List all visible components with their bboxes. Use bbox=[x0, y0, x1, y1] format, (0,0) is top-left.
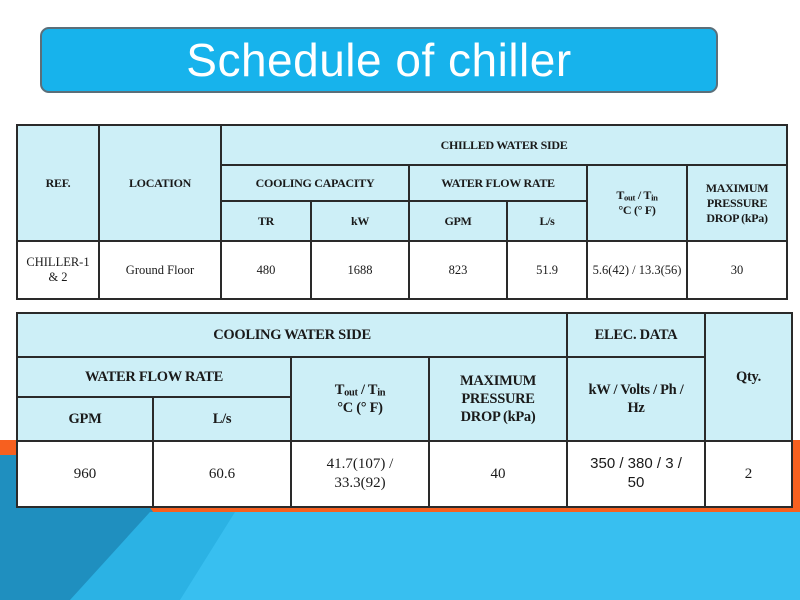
cell-temp-2: 41.7(107) / 33.3(92) bbox=[290, 440, 430, 508]
cooling-water-side-header: COOLING WATER SIDE bbox=[15, 312, 569, 358]
chilled-water-table: REF. LOCATION CHILLED WATER SIDE COOLING… bbox=[16, 124, 789, 300]
water-flow-rate-header: WATER FLOW RATE bbox=[408, 164, 588, 202]
cell-temp: 5.6(42) / 13.3(56) bbox=[586, 240, 688, 300]
qty-header: Qty. bbox=[704, 312, 794, 442]
unit-kw: kW bbox=[310, 200, 410, 242]
max-pressure-header: MAXIMUM PRESSURE DROP (kPa) bbox=[685, 164, 789, 242]
unit-tr: TR bbox=[220, 200, 312, 242]
cell-qty: 2 bbox=[704, 440, 794, 508]
cell-pressure-2: 40 bbox=[427, 440, 569, 508]
cell-gpm-2: 960 bbox=[16, 440, 154, 508]
cell-kw: 1688 bbox=[310, 240, 410, 300]
cooling-water-table: COOLING WATER SIDE ELEC. DATA Qty. WATER… bbox=[15, 312, 794, 508]
ref-header: REF. bbox=[16, 124, 100, 242]
cell-elec: 350 / 380 / 3 / 50 bbox=[566, 440, 707, 508]
cell-ls-2: 60.6 bbox=[152, 440, 292, 508]
blue-wedge-mid bbox=[180, 512, 800, 600]
cell-location: Ground Floor bbox=[98, 240, 222, 300]
cooling-max-pressure-header: MAXIMUM PRESSURE DROP (kPa) bbox=[427, 356, 569, 442]
temperature-header: Tout / Tin °C (° F) bbox=[586, 164, 688, 242]
elec-data-header: ELEC. DATA bbox=[566, 312, 707, 358]
location-header: LOCATION bbox=[98, 124, 222, 242]
cooling-capacity-header: COOLING CAPACITY bbox=[220, 164, 410, 202]
page-title: Schedule of chiller bbox=[186, 34, 572, 86]
elec-units-header: kW / Volts / Ph / Hz bbox=[566, 356, 707, 442]
cooling-water-flow-rate-header: WATER FLOW RATE bbox=[16, 356, 292, 398]
cell-gpm: 823 bbox=[408, 240, 508, 300]
cell-tr: 480 bbox=[220, 240, 312, 300]
cell-ref: CHILLER-1 & 2 bbox=[16, 240, 100, 300]
title-banner: Schedule of chiller bbox=[40, 27, 718, 93]
unit-gpm-2: GPM bbox=[16, 396, 154, 442]
cell-pressure: 30 bbox=[685, 240, 789, 300]
cooling-temperature-header: Tout / Tin °C (° F) bbox=[290, 356, 430, 442]
unit-ls: L/s bbox=[506, 200, 588, 242]
unit-gpm: GPM bbox=[408, 200, 508, 242]
chilled-water-side-header: CHILLED WATER SIDE bbox=[219, 124, 789, 166]
cell-ls: 51.9 bbox=[506, 240, 588, 300]
unit-ls-2: L/s bbox=[152, 396, 292, 442]
